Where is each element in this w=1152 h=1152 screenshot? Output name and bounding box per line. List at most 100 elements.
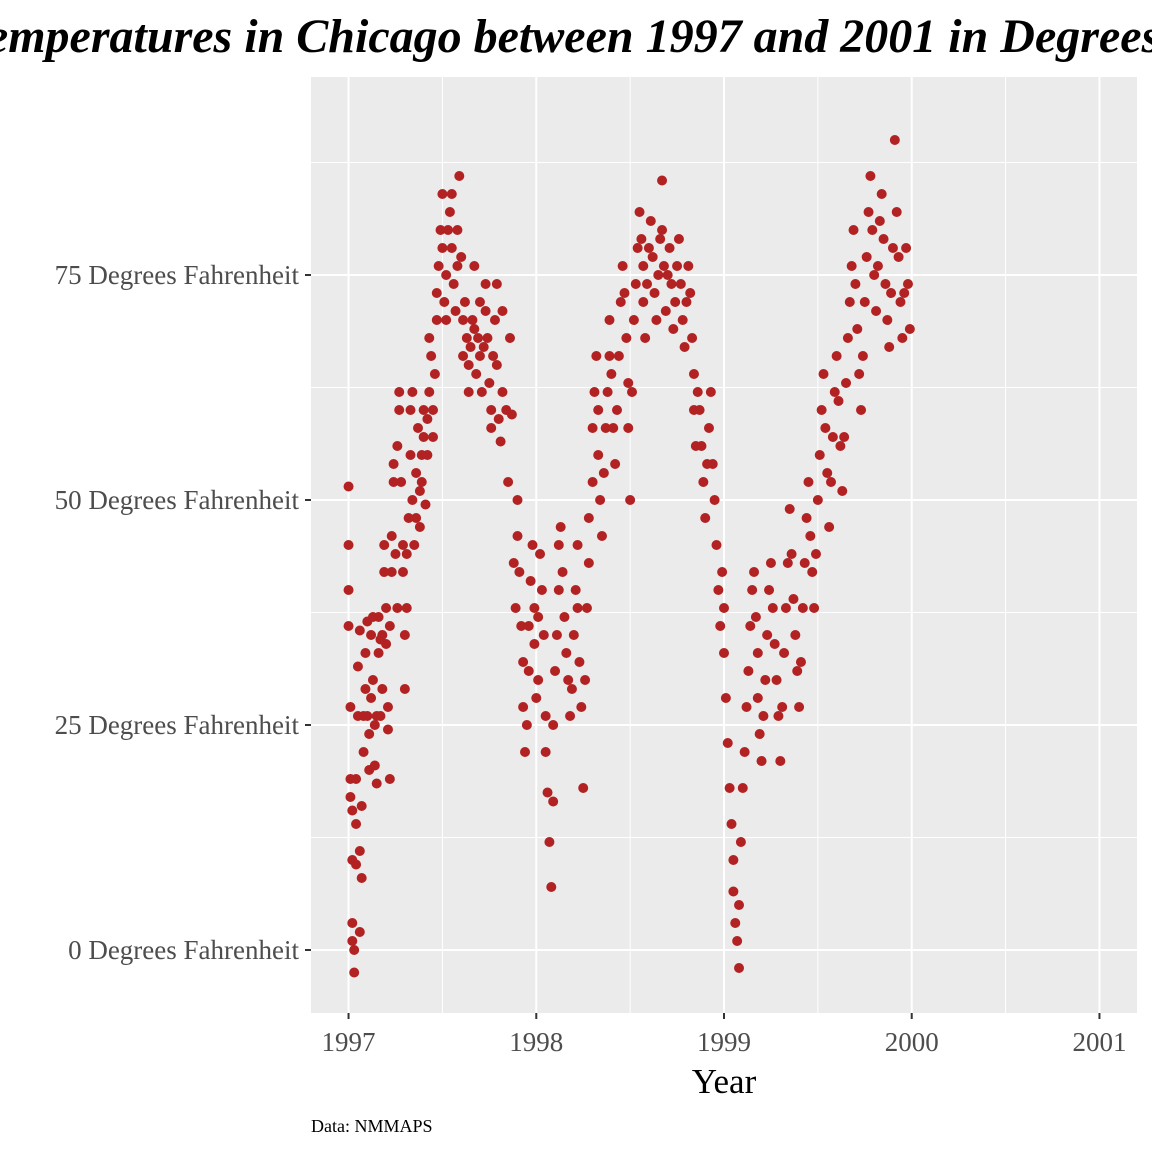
data-point [617, 261, 628, 271]
data-point [461, 333, 472, 343]
data-point [437, 243, 448, 253]
data-point [553, 585, 564, 595]
data-point [719, 603, 729, 613]
data-point [388, 477, 399, 487]
data-point [381, 639, 392, 649]
data-point [867, 225, 878, 235]
data-point [559, 612, 570, 622]
data-point [467, 315, 478, 325]
data-point [593, 450, 604, 460]
data-point [523, 666, 534, 676]
data-point [394, 387, 405, 397]
data-point [653, 270, 664, 280]
data-point [602, 387, 613, 397]
data-point [414, 486, 425, 496]
data-point [897, 333, 908, 343]
data-point [809, 603, 820, 613]
data-point [551, 630, 562, 640]
data-point [437, 189, 448, 199]
data-point [660, 306, 671, 316]
data-point [435, 225, 446, 235]
data-point [529, 603, 540, 613]
data-point [745, 621, 756, 631]
data-point [752, 648, 763, 658]
data-point [581, 603, 592, 613]
x-tick-label: 1997 [322, 1027, 376, 1057]
data-point [518, 702, 529, 712]
data-point [638, 297, 649, 307]
data-point [664, 243, 675, 253]
data-point [431, 315, 442, 325]
data-point [717, 567, 728, 577]
data-point [600, 423, 611, 433]
data-point [741, 702, 752, 712]
data-point [360, 684, 371, 694]
data-point [872, 261, 883, 271]
data-point [540, 747, 551, 757]
data-point [719, 648, 729, 658]
data-point [687, 333, 698, 343]
data-point [779, 648, 790, 658]
data-point [431, 288, 442, 298]
data-point [514, 567, 525, 577]
data-point [587, 477, 598, 487]
data-point [681, 297, 692, 307]
data-point [572, 603, 583, 613]
data-point [904, 324, 915, 334]
data-point [379, 567, 390, 577]
data-point [418, 405, 429, 415]
data-point [426, 351, 437, 361]
data-point [625, 495, 636, 505]
data-point [469, 324, 480, 334]
data-point [694, 405, 705, 415]
data-point [345, 792, 356, 802]
data-point [803, 477, 814, 487]
data-point [807, 567, 818, 577]
data-point [512, 531, 523, 541]
data-point [428, 432, 439, 442]
data-point [578, 783, 589, 793]
data-point [394, 405, 405, 415]
data-point [762, 630, 773, 640]
data-point [857, 351, 868, 361]
data-point [463, 387, 474, 397]
data-point [720, 693, 731, 703]
data-point [760, 675, 771, 685]
data-point [715, 621, 726, 631]
x-tick-label: 1999 [697, 1027, 751, 1057]
data-point [630, 279, 641, 289]
data-point [805, 531, 816, 541]
data-point [510, 603, 521, 613]
data-point [728, 855, 739, 865]
data-point [493, 414, 504, 424]
data-point [486, 423, 497, 433]
data-point [683, 261, 694, 271]
data-point [381, 603, 392, 613]
data-point [666, 279, 677, 289]
data-point [887, 243, 898, 253]
data-point [848, 225, 859, 235]
data-point [882, 315, 893, 325]
x-axis: 1997 1998 1999 2000 2001 [322, 1013, 1126, 1057]
data-point [382, 702, 393, 712]
data-point [608, 423, 619, 433]
data-point [531, 693, 542, 703]
data-point [788, 594, 799, 604]
data-point [604, 351, 615, 361]
data-point [474, 297, 485, 307]
data-point [611, 405, 622, 415]
data-point [901, 243, 912, 253]
data-point [414, 522, 425, 532]
data-point [429, 369, 440, 379]
data-point [580, 675, 591, 685]
data-point [367, 675, 378, 685]
data-point [657, 225, 668, 235]
data-point [347, 918, 358, 928]
data-point [820, 423, 831, 433]
data-point [619, 288, 630, 298]
data-point [734, 963, 745, 973]
data-point [591, 351, 602, 361]
data-point [587, 423, 598, 433]
data-point [399, 630, 410, 640]
data-point [452, 261, 463, 271]
